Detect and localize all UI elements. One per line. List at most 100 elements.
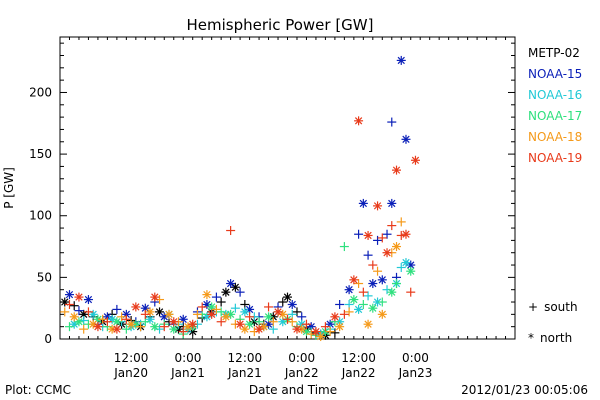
data-point-noaa-18 (117, 312, 127, 322)
data-point-noaa-18 (396, 217, 406, 227)
data-point-noaa-17 (264, 312, 274, 322)
data-point-noaa-19 (178, 327, 188, 337)
data-point-noaa-17 (368, 303, 378, 313)
legend-entry-noaa-16: NOAA-16 (528, 88, 582, 102)
data-point-noaa-16 (230, 303, 240, 313)
data-point-noaa-18 (79, 324, 89, 334)
data-point-noaa-19 (363, 230, 373, 240)
data-point-noaa-15 (344, 285, 354, 295)
data-point-noaa-19 (64, 299, 74, 309)
data-point-metp-02 (330, 328, 340, 338)
data-point-noaa-19 (283, 314, 292, 324)
series-legend: METP-02 NOAA-15 NOAA-16 NOAA-17 NOAA-18 NOAA-… (528, 46, 582, 165)
data-point-noaa-19 (320, 322, 330, 332)
data-point-noaa-16 (155, 324, 165, 334)
data-point-noaa-19 (216, 317, 226, 327)
data-point-noaa-18 (98, 314, 108, 324)
data-point-noaa-19 (197, 302, 207, 312)
data-point-noaa-17 (121, 324, 131, 334)
data-point-noaa-19 (254, 324, 264, 334)
x-tick-date-label: Jan21 (227, 366, 262, 380)
chart-title: Hemispheric Power [GW] (187, 16, 374, 34)
data-point-noaa-18 (126, 319, 136, 329)
x-tick-time-label: 0:00 (402, 351, 429, 365)
y-tick-label: 100 (29, 209, 52, 223)
data-point-noaa-19 (377, 233, 387, 243)
x-tick-date-label: Jan22 (341, 366, 376, 380)
data-point-noaa-15 (287, 299, 297, 309)
x-tick-date-label: Jan21 (170, 366, 205, 380)
data-point-noaa-15 (387, 198, 397, 208)
marker-legend-north: * north (528, 331, 572, 345)
data-point-noaa-19 (358, 287, 368, 297)
legend-entry-noaa-17: NOAA-17 (528, 109, 582, 123)
data-point-noaa-15 (358, 198, 368, 208)
data-point-noaa-18 (354, 279, 364, 289)
data-point-noaa-18 (287, 317, 297, 327)
data-point-noaa-15 (211, 292, 221, 302)
data-point-noaa-15 (401, 134, 411, 144)
data-point-noaa-19 (330, 312, 340, 322)
x-tick-time-label: 12:00 (228, 351, 263, 365)
data-point-noaa-16 (107, 314, 117, 324)
data-point-noaa-17 (392, 279, 402, 289)
data-point-metp-02 (292, 307, 302, 317)
data-point-noaa-17 (339, 242, 349, 252)
data-point-noaa-19 (131, 302, 141, 312)
data-point-noaa-17 (226, 309, 236, 319)
legend-entry-noaa-18: NOAA-18 (528, 130, 582, 144)
data-point-noaa-17 (358, 299, 368, 309)
legend-entry-metp-02: METP-02 (528, 46, 580, 60)
data-point-noaa-17 (349, 295, 359, 305)
data-point-metp-02 (69, 301, 79, 311)
data-point-noaa-15 (112, 304, 122, 314)
x-tick-time-label: 0:00 (174, 351, 201, 365)
marker-legend-south: + south (528, 300, 578, 314)
data-point-noaa-19 (349, 275, 359, 285)
data-point-noaa-18 (211, 304, 221, 314)
data-point-noaa-17 (112, 317, 122, 327)
data-point-noaa-19 (387, 221, 397, 231)
data-point-noaa-18 (278, 309, 288, 319)
data-point-noaa-19 (401, 229, 411, 239)
data-point-noaa-15 (235, 287, 245, 297)
data-point-noaa-19 (368, 260, 378, 270)
data-point-noaa-15 (387, 117, 397, 127)
data-point-noaa-19 (410, 155, 420, 165)
data-point-noaa-15 (373, 235, 383, 245)
data-point-noaa-18 (183, 322, 193, 332)
data-point-noaa-18 (268, 317, 278, 327)
data-point-noaa-19 (226, 226, 236, 236)
x-tick-time-label: 12:00 (341, 351, 376, 365)
data-point-noaa-16 (363, 291, 373, 301)
data-point-noaa-19 (382, 248, 392, 258)
data-point-noaa-18 (192, 309, 202, 319)
data-point-noaa-18 (325, 327, 335, 337)
plot-timestamp: 2012/01/23 00:05:06 (461, 383, 588, 397)
data-point-noaa-17 (406, 266, 416, 276)
data-point-noaa-16 (382, 285, 392, 295)
data-point-noaa-18 (373, 266, 383, 276)
x-tick-date-label: Jan20 (113, 366, 148, 380)
data-point-noaa-18 (392, 242, 402, 252)
y-tick-label: 0 (44, 332, 52, 346)
data-point-noaa-16 (202, 312, 212, 322)
data-point-noaa-19 (112, 324, 122, 334)
data-point-noaa-19 (188, 319, 198, 329)
data-point-metp-02 (278, 297, 288, 307)
data-point-noaa-18 (60, 307, 70, 317)
data-point-noaa-15 (74, 306, 84, 316)
data-point-metp-02 (221, 287, 231, 297)
data-point-noaa-18 (88, 319, 98, 329)
data-point-noaa-19 (339, 309, 349, 319)
y-axis-label: P [GW] (2, 167, 16, 209)
data-point-noaa-15 (335, 299, 345, 309)
data-point-noaa-19 (159, 322, 169, 332)
data-point-noaa-15 (226, 279, 236, 289)
x-tick-date-label: Jan22 (284, 366, 319, 380)
data-point-noaa-16 (354, 304, 364, 314)
data-point-noaa-17 (387, 287, 397, 297)
data-point-noaa-18 (377, 309, 387, 319)
data-point-noaa-19 (264, 302, 274, 312)
data-point-noaa-15 (363, 250, 373, 260)
